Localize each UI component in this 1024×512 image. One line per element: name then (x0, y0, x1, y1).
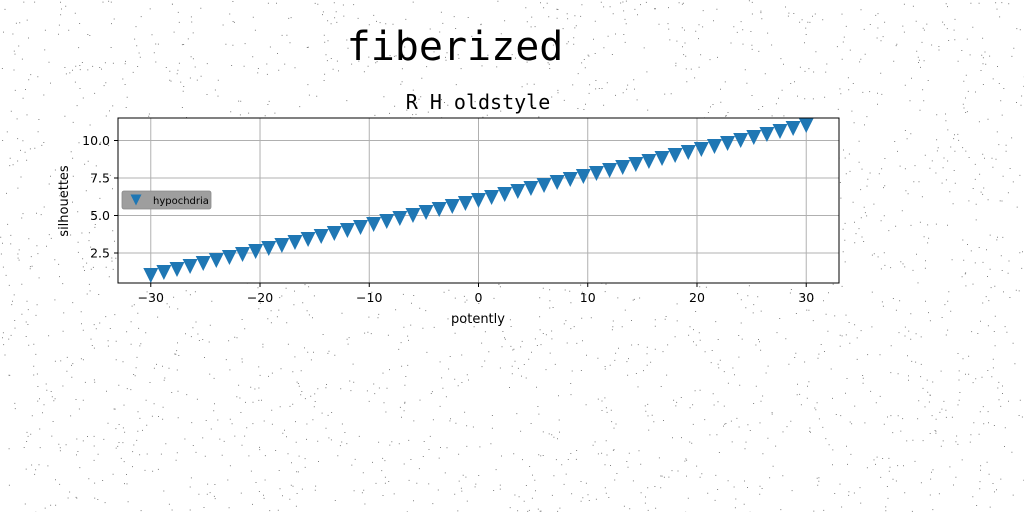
data-point-marker (588, 166, 604, 181)
data-point-marker (248, 244, 264, 259)
data-point-marker (366, 217, 382, 232)
x-tick-label: −10 (356, 290, 382, 305)
data-point-marker (392, 211, 408, 226)
axes-title: R H oldstyle (406, 90, 551, 114)
x-tick-label: 20 (689, 290, 705, 305)
data-point-marker (733, 133, 749, 148)
x-axis-ticks: −30 −20 −10 0 10 20 30 (138, 283, 814, 305)
y-tick-label: 5.0 (90, 208, 110, 223)
data-point-marker (457, 196, 473, 211)
data-point-marker (169, 262, 185, 277)
data-point-marker (497, 187, 513, 202)
data-point-marker (444, 199, 460, 214)
data-point-marker (628, 157, 644, 172)
legend: hypochdria (121, 190, 212, 210)
data-point-marker (654, 151, 670, 166)
figure-title: fiberized (347, 24, 564, 70)
data-point-marker (379, 214, 395, 229)
data-point-marker (798, 118, 814, 133)
data-point-marker (418, 205, 434, 220)
data-point-marker (143, 268, 159, 283)
data-point-marker (208, 253, 224, 268)
legend-label: hypochdria (153, 196, 209, 207)
data-point-marker (261, 241, 277, 256)
data-point-marker (536, 178, 552, 193)
data-point-marker (182, 259, 198, 274)
y-tick-label: 10.0 (82, 133, 110, 148)
plot-area: −30 −20 −10 0 10 20 30 2.5 5.0 7.5 10.0 (82, 117, 840, 305)
data-point-marker (287, 235, 303, 250)
data-point-marker (720, 136, 736, 151)
x-tick-label: 10 (580, 290, 596, 305)
data-point-marker (772, 124, 788, 139)
legend-marker-triangle-down (130, 194, 142, 206)
data-point-marker (602, 163, 618, 178)
x-tick-label: 30 (798, 290, 814, 305)
data-point-marker (523, 181, 539, 196)
data-point-marker (562, 172, 578, 187)
x-tick-label: 0 (475, 290, 483, 305)
data-point-marker (313, 229, 329, 244)
data-point-marker (195, 256, 211, 271)
data-point-marker (785, 121, 801, 136)
data-point-marker (471, 193, 486, 208)
data-markers (143, 118, 814, 283)
data-point-marker (759, 127, 775, 142)
y-axis-ticks: 2.5 5.0 7.5 10.0 (82, 133, 118, 261)
x-tick-label: −20 (247, 290, 273, 305)
data-point-marker (353, 220, 369, 235)
data-point-marker (339, 223, 355, 238)
data-point-marker (706, 139, 722, 154)
data-point-marker (693, 142, 709, 157)
data-point-marker (641, 154, 657, 169)
data-point-marker (300, 232, 316, 247)
data-point-marker (615, 160, 631, 175)
data-point-marker (484, 190, 500, 205)
legend-box (121, 190, 212, 210)
data-point-marker (431, 202, 447, 217)
data-point-marker (680, 145, 696, 160)
data-point-marker (510, 184, 526, 199)
data-point-marker (235, 247, 251, 262)
y-axis-label: silhouettes (57, 165, 72, 237)
data-point-marker (746, 130, 762, 145)
data-point-marker (405, 208, 421, 223)
data-point-marker (549, 175, 565, 190)
x-tick-label: −30 (138, 290, 164, 305)
data-point-marker (667, 148, 683, 163)
data-point-marker (575, 169, 591, 184)
data-point-marker (156, 265, 172, 280)
data-point-marker (221, 250, 237, 265)
y-tick-label: 2.5 (90, 246, 110, 261)
y-tick-label: 7.5 (90, 171, 110, 186)
data-point-marker (274, 238, 290, 253)
data-point-marker (326, 226, 342, 241)
x-axis-label: potently (451, 312, 505, 327)
